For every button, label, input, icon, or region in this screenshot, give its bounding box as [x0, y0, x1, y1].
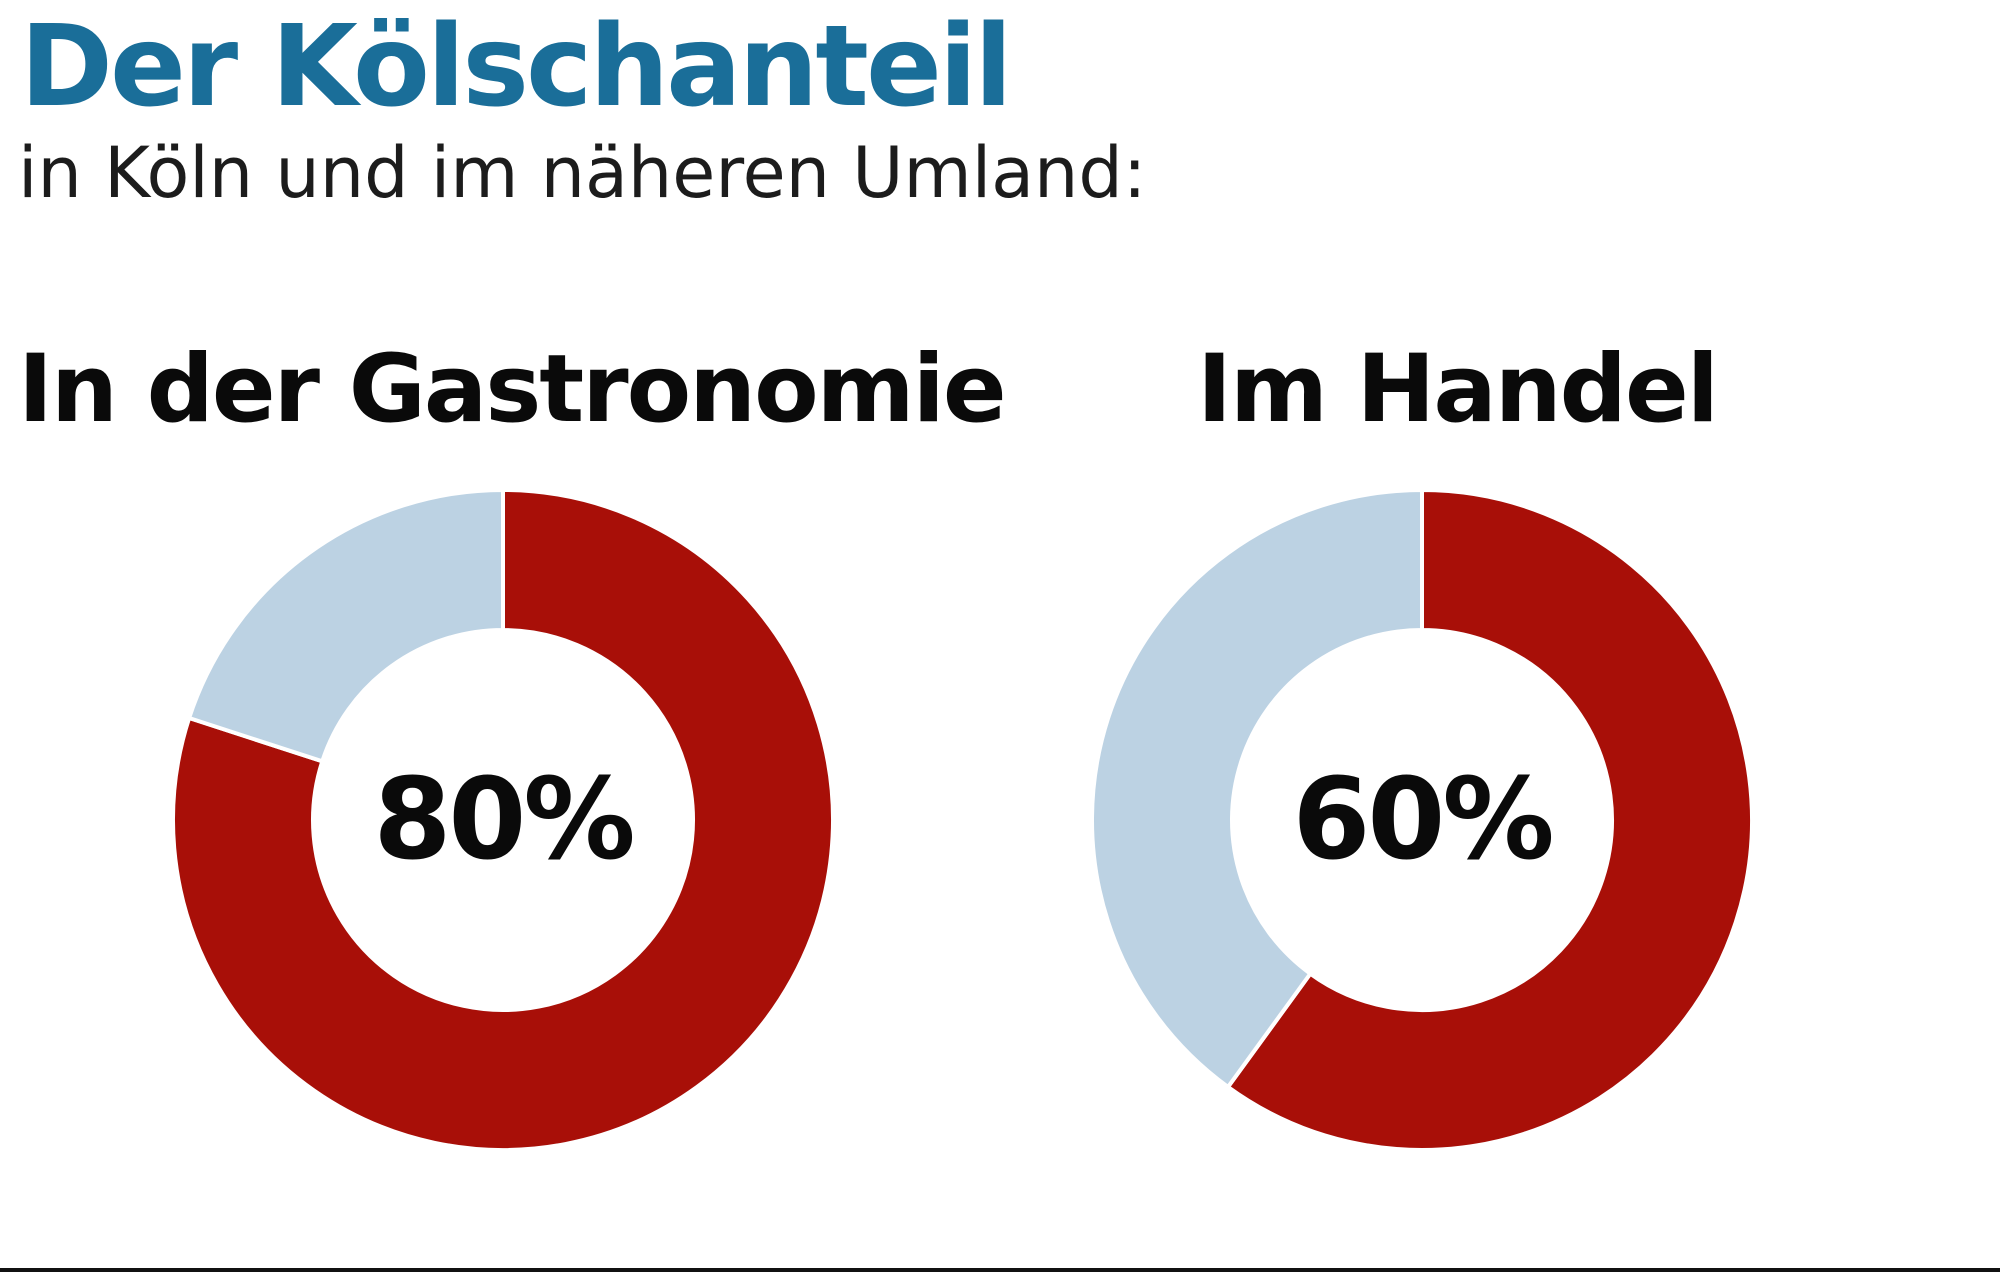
- center-value-label: 80%: [373, 755, 632, 885]
- chart-title-gastronomie: In der Gastronomie: [18, 335, 1007, 444]
- page-title: Der Kölschanteil: [20, 2, 1013, 132]
- donut-chart-gastronomie: 80%: [171, 488, 835, 1152]
- page-subtitle: in Köln und im näheren Umland:: [18, 132, 1147, 214]
- donut-slice-andere: [187, 488, 505, 764]
- center-value-label: 60%: [1292, 755, 1551, 885]
- chart-title-handel: Im Handel: [1197, 335, 1719, 444]
- donut-chart-handel: 60%: [1090, 488, 1754, 1152]
- donut-slice-kölsch: [171, 488, 835, 1152]
- donut-slice-andere: [1090, 488, 1424, 1089]
- donut-slice-kölsch: [1226, 488, 1754, 1152]
- bottom-divider: [0, 1268, 2000, 1272]
